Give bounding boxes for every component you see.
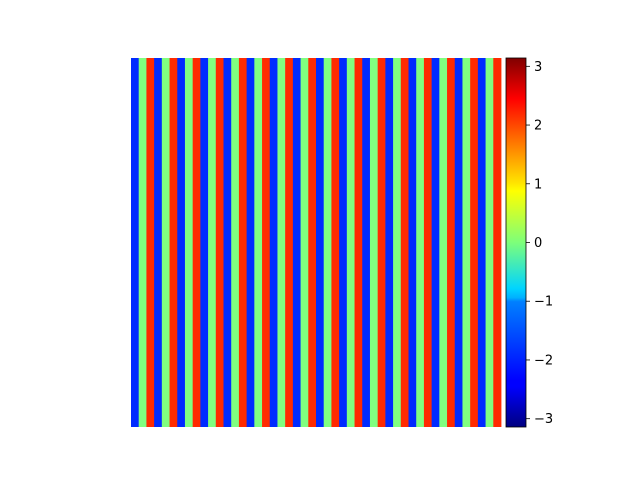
heatmap-column <box>470 58 479 427</box>
heatmap-column <box>423 58 433 427</box>
heatmap-column <box>416 58 425 427</box>
heatmap-column <box>184 58 194 427</box>
heatmap-column <box>400 58 409 427</box>
heatmap-column <box>177 58 186 427</box>
heatmap-column <box>485 58 494 427</box>
heatmap-column <box>385 58 394 427</box>
heatmap-column <box>493 58 502 427</box>
heatmap-column <box>285 58 294 427</box>
colorbar-tick-label: −2 <box>534 353 553 368</box>
heatmap-column <box>192 58 201 427</box>
heatmap-column <box>377 58 386 427</box>
colorbar-tick-label: −1 <box>534 295 553 310</box>
heatmap-column <box>369 58 379 427</box>
heatmap-column <box>362 58 371 427</box>
colorbar-tick-label: 0 <box>534 236 542 251</box>
heatmap-column <box>292 58 301 427</box>
heatmap-column <box>269 58 278 427</box>
colorbar: 3 2 1 0 −1 −2 −3 <box>505 57 553 428</box>
heatmap-column <box>169 58 178 427</box>
heatmap-column <box>262 58 271 427</box>
heatmap-column <box>223 58 232 427</box>
heatmap-column <box>431 58 440 427</box>
heatmap-column <box>154 58 163 427</box>
heatmap-column <box>246 58 255 427</box>
heatmap-plot <box>131 58 502 427</box>
heatmap-column <box>277 58 286 427</box>
colorbar-tick-label: 2 <box>534 119 542 134</box>
heatmap-column <box>354 58 363 427</box>
heatmap-column <box>439 58 448 427</box>
heatmap-column <box>138 58 147 427</box>
heatmap-column <box>131 58 140 427</box>
heatmap-column <box>231 58 240 427</box>
heatmap-column <box>300 58 309 427</box>
colorbar-gradient <box>505 57 527 428</box>
colorbar-tick-label: 3 <box>534 60 542 75</box>
heatmap-column <box>408 58 417 427</box>
colorbar-tick-label: 1 <box>534 177 542 192</box>
heatmap-column <box>447 58 456 427</box>
heatmap-column <box>316 58 325 427</box>
heatmap-column <box>254 58 263 427</box>
heatmap-column <box>346 58 355 427</box>
colorbar-tick-label: −3 <box>534 412 553 427</box>
heatmap-column <box>308 58 317 427</box>
heatmap-column <box>331 58 340 427</box>
heatmap-column <box>146 58 155 427</box>
heatmap-column <box>462 58 471 427</box>
heatmap-column <box>208 58 217 427</box>
heatmap-column <box>477 58 486 427</box>
heatmap-column <box>454 58 463 427</box>
heatmap-column <box>339 58 348 427</box>
heatmap-column <box>323 58 332 427</box>
heatmap-column <box>215 58 224 427</box>
heatmap-column <box>200 58 209 427</box>
heatmap-column <box>393 58 402 427</box>
heatmap-column <box>161 58 170 427</box>
heatmap-column <box>238 58 248 427</box>
